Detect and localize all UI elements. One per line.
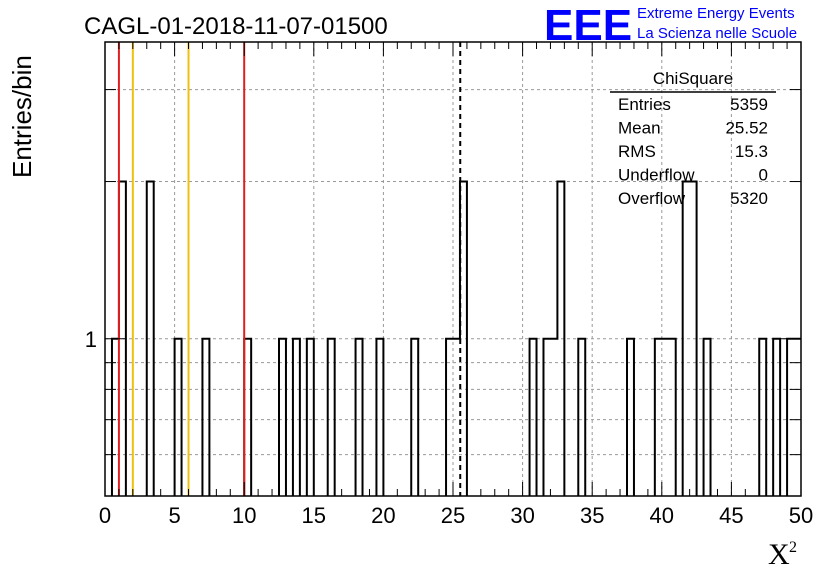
y-axis-label: Entries/bin [7, 55, 37, 178]
stats-value: 0 [759, 166, 768, 185]
axes [104, 41, 802, 497]
histogram-bars [110, 180, 801, 496]
x-tick-label: 35 [580, 503, 604, 528]
x-tick-label: 5 [168, 503, 180, 528]
x-tick-label: 0 [99, 503, 111, 528]
x-axis-label-superscript: 2 [789, 539, 797, 556]
stats-label: Underflow [618, 166, 695, 185]
x-tick-label: 40 [650, 503, 674, 528]
stats-title: ChiSquare [653, 69, 733, 88]
stats-label: Mean [618, 119, 661, 138]
x-tick-label: 50 [789, 503, 813, 528]
x-tick-label: 20 [371, 503, 395, 528]
stats-value: 25.52 [725, 119, 768, 138]
x-tick-label: 15 [302, 503, 326, 528]
logo-line-1: Extreme Energy Events [637, 5, 795, 22]
eee-logo: EEE Extreme Energy Events La Scienza nel… [544, 1, 797, 50]
chart-title: CAGL-01-2018-11-07-01500 [84, 13, 388, 40]
y-tick-labels: 1 [85, 327, 97, 352]
stats-label: Overflow [618, 189, 686, 208]
x-tick-label: 45 [719, 503, 743, 528]
x-tick-label: 25 [441, 503, 465, 528]
x-tick-label: 30 [510, 503, 534, 528]
stats-box: ChiSquare Entries 5359 Mean 25.52 RMS 15.3 Und… [610, 69, 776, 208]
x-tick-labels: 0 5 10 15 20 25 30 35 40 45 50 [99, 503, 813, 528]
x-tick-label: 10 [232, 503, 256, 528]
stats-label: Entries [618, 95, 671, 114]
stats-value: 15.3 [735, 142, 768, 161]
stats-value: 5320 [730, 189, 768, 208]
stats-label: RMS [618, 142, 656, 161]
x-axis-label: X 2 [768, 538, 797, 571]
stats-rows: Entries 5359 Mean 25.52 RMS 15.3 Underflow 0 Ove… [618, 95, 768, 208]
logo-line-2: La Scienza nelle Scuole [637, 25, 797, 42]
histogram-outline [110, 180, 801, 496]
x-axis-label-main: X [768, 538, 790, 571]
reference-lines [117, 42, 462, 496]
y-tick-label: 1 [85, 327, 97, 352]
stats-value: 5359 [730, 95, 768, 114]
